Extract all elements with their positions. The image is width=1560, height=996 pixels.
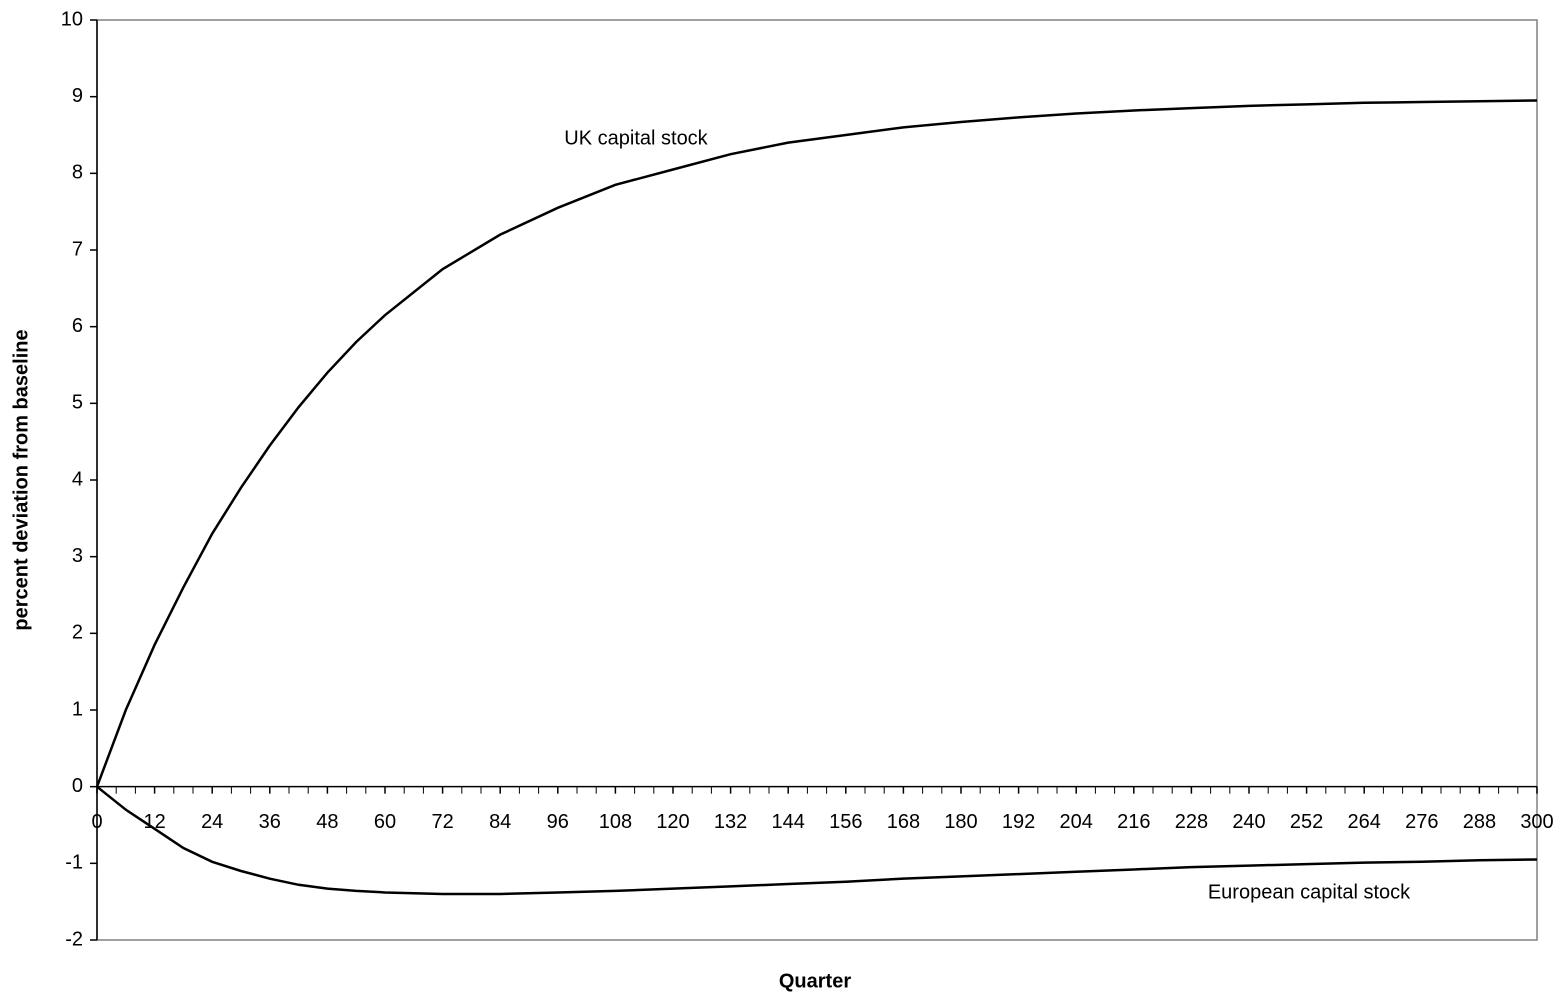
- x-tick-label: 240: [1232, 811, 1265, 833]
- x-tick-label: 36: [259, 811, 281, 833]
- x-tick-label: 156: [829, 811, 862, 833]
- annotation: UK capital stock: [564, 127, 708, 149]
- y-tick-label: 3: [72, 545, 83, 567]
- x-tick-label: 276: [1405, 811, 1438, 833]
- x-axis-label: Quarter: [779, 970, 851, 992]
- x-tick-label: 84: [489, 811, 511, 833]
- x-tick-label: 0: [91, 811, 102, 833]
- y-tick-label: 6: [72, 315, 83, 337]
- x-tick-label: 288: [1463, 811, 1496, 833]
- y-tick-label: 8: [72, 162, 83, 184]
- y-tick-label: 5: [72, 392, 83, 414]
- x-tick-label: 192: [1002, 811, 1035, 833]
- x-tick-label: 144: [772, 811, 805, 833]
- x-tick-label: 252: [1290, 811, 1323, 833]
- x-tick-label: 12: [143, 811, 165, 833]
- plot-frame: [96, 19, 1538, 941]
- x-tick-label: 168: [887, 811, 920, 833]
- y-tick-label: 7: [72, 238, 83, 260]
- x-tick-label: 72: [431, 811, 453, 833]
- y-tick-label: 0: [72, 775, 83, 797]
- y-axis-label: percent deviation from baseline: [10, 329, 32, 630]
- x-tick-label: 132: [714, 811, 747, 833]
- y-tick-label: 1: [72, 698, 83, 720]
- x-tick-label: 264: [1348, 811, 1381, 833]
- x-tick-label: 120: [656, 811, 689, 833]
- annotation: European capital stock: [1208, 881, 1411, 903]
- y-tick-label: 9: [72, 85, 83, 107]
- x-tick-label: 48: [316, 811, 338, 833]
- series-line: [95, 99, 1538, 788]
- series-line: [96, 785, 1538, 896]
- x-tick-label: 204: [1060, 811, 1093, 833]
- y-tick-label: 2: [72, 622, 83, 644]
- x-tick-label: 228: [1175, 811, 1208, 833]
- x-tick-label: 96: [547, 811, 569, 833]
- x-tick-label: 300: [1520, 811, 1553, 833]
- y-tick-label: 4: [72, 468, 83, 490]
- x-tick-label: 180: [944, 811, 977, 833]
- x-tick-label: 216: [1117, 811, 1150, 833]
- y-tick-label: -1: [65, 852, 83, 874]
- y-tick-label: 10: [61, 8, 83, 30]
- x-tick-label: 60: [374, 811, 396, 833]
- y-tick-label: -2: [65, 928, 83, 950]
- x-tick-label: 24: [201, 811, 223, 833]
- x-tick-label: 108: [599, 811, 632, 833]
